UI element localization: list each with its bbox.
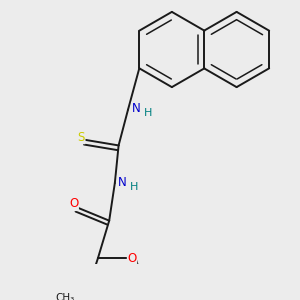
Text: H: H [144,108,152,118]
Text: O: O [69,197,78,211]
Text: N: N [131,102,140,115]
Text: N: N [118,176,126,189]
Text: H: H [130,182,138,191]
Text: O: O [128,252,137,265]
Text: S: S [78,131,85,144]
Text: CH₃: CH₃ [55,293,74,300]
